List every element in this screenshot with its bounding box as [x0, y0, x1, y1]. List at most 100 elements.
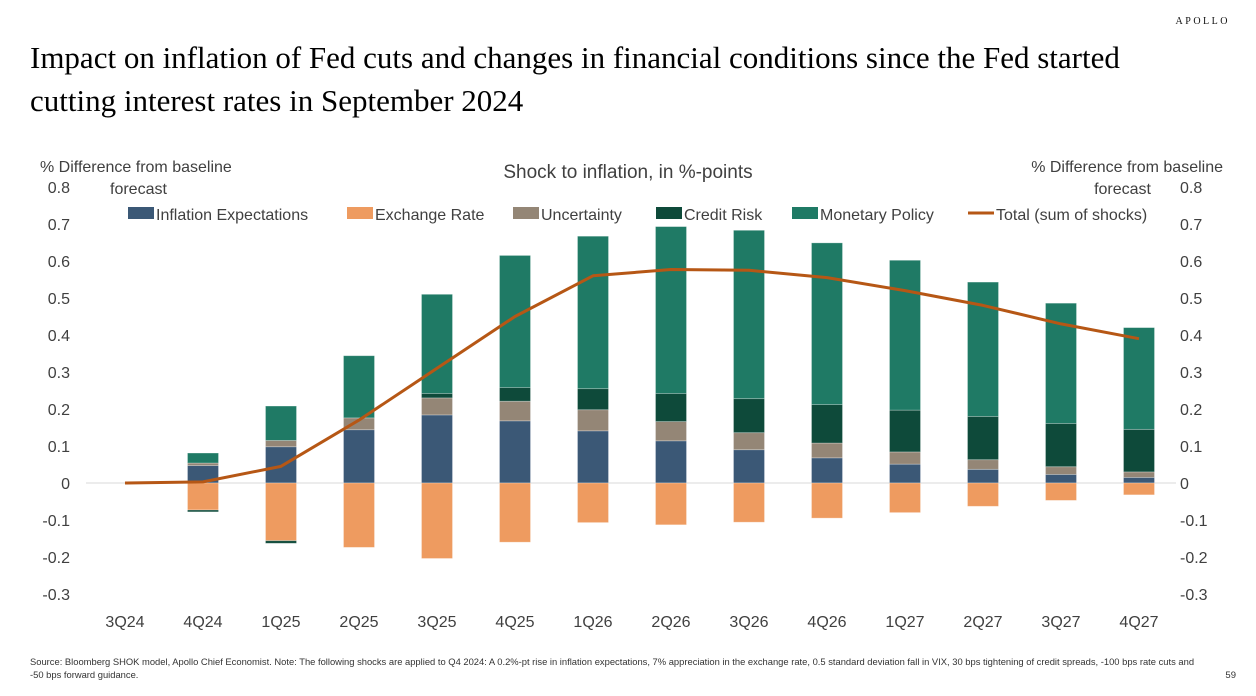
- y-tick-label-left: 0.4: [48, 328, 70, 345]
- x-tick-label: 3Q25: [417, 614, 456, 631]
- x-tick-label: 4Q27: [1119, 614, 1158, 631]
- y-tick-label-left: 0.1: [48, 439, 70, 456]
- y-axis-label-right-line2: forecast: [1094, 181, 1151, 198]
- bar-monetary-policy-4q24: [187, 452, 219, 464]
- legend-label: Uncertainty: [541, 207, 622, 224]
- x-tick-label: 2Q25: [339, 614, 378, 631]
- x-tick-label: 3Q24: [105, 614, 144, 631]
- y-axis-label-left-line1: % Difference from baseline: [40, 159, 232, 176]
- bar-monetary-policy-4q25: [499, 255, 531, 388]
- bar-credit-risk-4q26: [811, 404, 843, 444]
- bar-uncertainty-3q26: [733, 432, 765, 451]
- bar-inflation-expectations-1q27: [889, 463, 921, 484]
- bar-credit-risk-1q27: [889, 409, 921, 453]
- y-tick-label-right: 0.3: [1180, 365, 1202, 382]
- bar-credit-risk-3q27: [1045, 423, 1077, 468]
- bar-credit-risk-2q27: [967, 415, 999, 461]
- y-tick-label-right: 0.8: [1180, 180, 1202, 197]
- bar-exchange-rate-3q26: [733, 482, 765, 523]
- bar-exchange-rate-2q25: [343, 482, 375, 548]
- bar-monetary-policy-2q25: [343, 355, 375, 419]
- y-tick-label-right: 0.7: [1180, 217, 1202, 234]
- bar-uncertainty-1q27: [889, 451, 921, 465]
- y-tick-label-right: 0.1: [1180, 439, 1202, 456]
- bar-credit-risk-1q25: [265, 540, 297, 544]
- y-tick-label-right: 0.5: [1180, 291, 1202, 308]
- page-title: Impact on inflation of Fed cuts and chan…: [30, 40, 1120, 118]
- bar-credit-risk-2q26: [655, 393, 687, 422]
- bar-credit-risk-4q25: [499, 387, 531, 402]
- bar-exchange-rate-4q24: [187, 482, 219, 511]
- x-tick-label: 1Q27: [885, 614, 924, 631]
- x-tick-label: 2Q27: [963, 614, 1002, 631]
- y-tick-label-right: -0.3: [1180, 587, 1208, 604]
- bar-inflation-expectations-4q27: [1123, 477, 1155, 484]
- y-axis-label-right-line1: % Difference from baseline: [1031, 159, 1223, 176]
- y-tick-label-left: -0.2: [42, 550, 70, 567]
- x-tick-label: 1Q25: [261, 614, 300, 631]
- bar-exchange-rate-4q26: [811, 482, 843, 519]
- y-tick-label-left: 0.2: [48, 402, 70, 419]
- bar-inflation-expectations-4q26: [811, 457, 843, 484]
- bar-exchange-rate-2q26: [655, 482, 687, 526]
- bar-uncertainty-3q25: [421, 397, 453, 416]
- legend-label: Inflation Expectations: [156, 207, 308, 224]
- bar-uncertainty-2q26: [655, 421, 687, 442]
- bar-monetary-policy-3q26: [733, 229, 765, 400]
- bar-inflation-expectations-4q25: [499, 420, 531, 484]
- y-tick-label-left: 0.8: [48, 180, 70, 197]
- legend-label: Monetary Policy: [820, 207, 934, 224]
- bar-exchange-rate-4q27: [1123, 482, 1155, 496]
- legend-swatch: [513, 207, 539, 219]
- source-note: Source: Bloomberg SHOK model, Apollo Chi…: [30, 656, 1195, 680]
- bar-exchange-rate-3q27: [1045, 482, 1077, 501]
- x-tick-label: 4Q26: [807, 614, 846, 631]
- bar-inflation-expectations-1q26: [577, 430, 609, 484]
- bar-uncertainty-4q27: [1123, 471, 1155, 478]
- bar-uncertainty-4q25: [499, 400, 531, 422]
- bar-uncertainty-1q25: [265, 440, 297, 448]
- x-tick-label: 4Q25: [495, 614, 534, 631]
- apollo-logo: APOLLO: [1175, 16, 1230, 27]
- legend-label: Total (sum of shocks): [996, 207, 1147, 224]
- bar-exchange-rate-1q27: [889, 482, 921, 514]
- bar-credit-risk-3q26: [733, 398, 765, 434]
- y-tick-label-right: -0.1: [1180, 513, 1208, 530]
- y-tick-label-right: 0.2: [1180, 402, 1202, 419]
- legend-swatch: [347, 207, 373, 219]
- y-tick-label-left: 0.5: [48, 291, 70, 308]
- page-number: 59: [1225, 670, 1236, 681]
- bar-uncertainty-1q26: [577, 409, 609, 432]
- bar-monetary-policy-3q25: [421, 293, 453, 394]
- chart-title: Shock to inflation, in %-points: [503, 162, 752, 183]
- y-tick-label-left: -0.3: [42, 587, 70, 604]
- legend-swatch: [128, 207, 154, 219]
- bar-inflation-expectations-2q26: [655, 440, 687, 484]
- y-tick-label-left: 0.3: [48, 365, 70, 382]
- bar-exchange-rate-2q27: [967, 482, 999, 507]
- bar-monetary-policy-1q26: [577, 235, 609, 390]
- y-tick-label-right: 0.4: [1180, 328, 1202, 345]
- y-tick-label-left: 0.6: [48, 254, 70, 271]
- bar-monetary-policy-4q27: [1123, 327, 1155, 430]
- bar-credit-risk-4q27: [1123, 428, 1155, 473]
- y-tick-label-right: -0.2: [1180, 550, 1208, 567]
- y-tick-label-left: 0.7: [48, 217, 70, 234]
- bar-monetary-policy-1q27: [889, 259, 921, 411]
- y-axis-label-left-line2: forecast: [110, 181, 167, 198]
- bar-credit-risk-4q24: [187, 509, 219, 513]
- bar-inflation-expectations-3q26: [733, 449, 765, 484]
- bar-credit-risk-1q26: [577, 388, 609, 411]
- legend-label: Exchange Rate: [375, 207, 485, 224]
- x-tick-label: 3Q27: [1041, 614, 1080, 631]
- y-axis-label-left: % Difference from baseline forecast: [40, 159, 232, 198]
- legend-swatch: [792, 207, 818, 219]
- bar-exchange-rate-4q25: [499, 482, 531, 543]
- y-tick-label-left: 0: [61, 476, 70, 493]
- x-tick-label: 2Q26: [651, 614, 690, 631]
- legend-label: Credit Risk: [684, 207, 763, 224]
- bar-inflation-expectations-3q25: [421, 414, 453, 484]
- bar-inflation-expectations-2q27: [967, 468, 999, 484]
- bar-uncertainty-2q27: [967, 459, 999, 470]
